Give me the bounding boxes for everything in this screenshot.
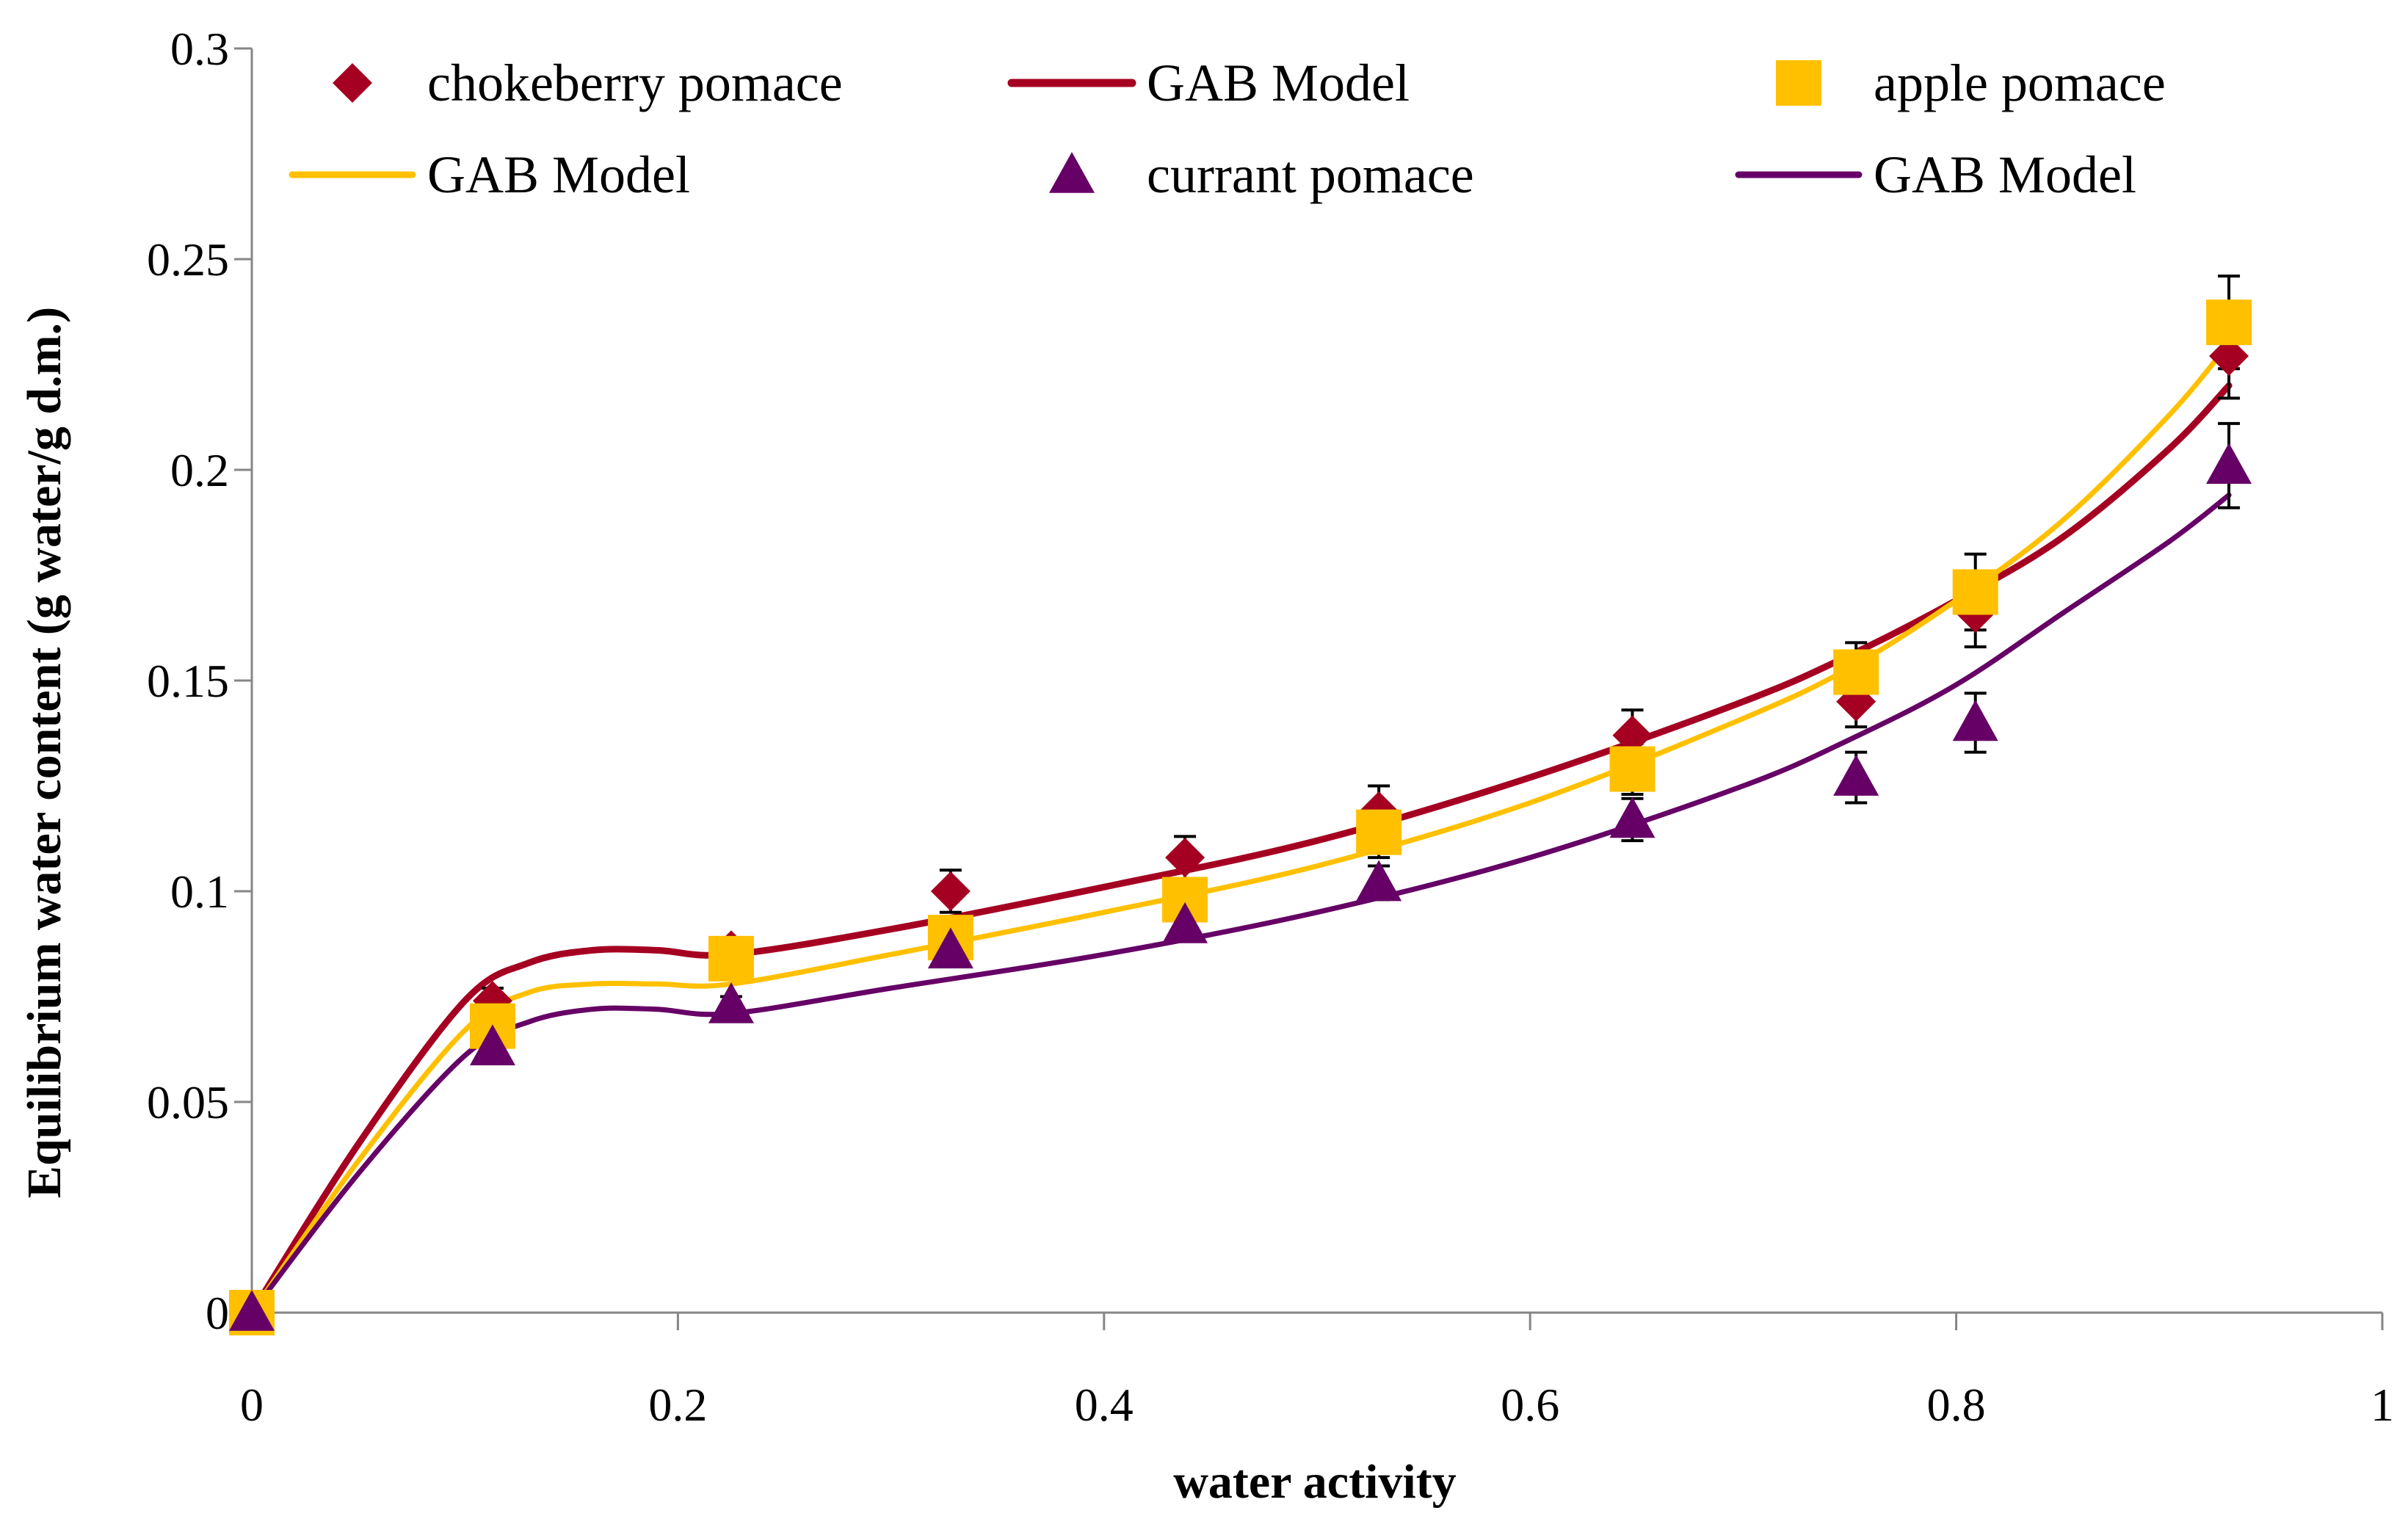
- y-tick-label: 0.15: [147, 655, 229, 707]
- x-tick-label: 0.8: [1927, 1379, 1986, 1431]
- chokeberry-pomace-point: [1165, 838, 1205, 878]
- legend: chokeberry pomace GAB Model apple pomace GA…: [289, 54, 2166, 204]
- legend-marker-swatch: [1049, 152, 1095, 193]
- currant-pomace-point: [2206, 443, 2252, 485]
- legend-marker-swatch: [333, 63, 372, 103]
- currant-pomace-point: [1356, 860, 1402, 902]
- currant-pomace-point: [1609, 797, 1656, 838]
- x-tick-label: 0: [240, 1379, 264, 1431]
- legend-label: GAB Model: [1874, 145, 2136, 204]
- apple-pomace-point: [1833, 649, 1879, 695]
- y-tick-label: 0.3: [170, 23, 229, 75]
- chokeberry-pomace-point: [2209, 336, 2249, 377]
- x-tick-label: 1: [2371, 1379, 2394, 1431]
- currant-pomace-point: [927, 927, 973, 969]
- chokeberry-pomace-point: [930, 871, 971, 911]
- x-tick-label: 0.2: [648, 1379, 707, 1431]
- x-tick-label: 0.4: [1075, 1379, 1134, 1431]
- legend-label: chokeberry pomace: [427, 54, 843, 112]
- legend-entry: currant pomace: [1049, 145, 1474, 204]
- x-tick-label: 0.6: [1501, 1379, 1559, 1431]
- legend-entry: apple pomace: [1776, 54, 2166, 112]
- chokeberry-pomace-point: [1612, 715, 1653, 755]
- axes: 0 0.05 0.1 0.15 0.2 0.25 0.3 0 0.2 0.4 0.6 0.8 1: [147, 23, 2394, 1431]
- legend-label: apple pomace: [1874, 54, 2166, 112]
- apple-pomace-point: [2206, 300, 2252, 346]
- legend-label: GAB Model: [1147, 54, 1410, 112]
- legend-label: GAB Model: [427, 145, 690, 204]
- legend-marker-swatch: [1776, 60, 1821, 106]
- legend-entry: GAB Model: [1007, 54, 1410, 112]
- y-tick-label: 0.05: [147, 1076, 229, 1128]
- currant-pomace-point: [469, 1024, 515, 1066]
- y-axis-title: Equilibrium water content (g water/g d.m…: [18, 307, 71, 1198]
- currant-pomace-point: [1952, 700, 1998, 741]
- y-tick-label: 0.2: [170, 444, 229, 496]
- y-tick-label: 0.1: [170, 866, 229, 918]
- x-axis-title: water activity: [1173, 1455, 1456, 1509]
- gab-model-line-2: [249, 341, 2232, 1316]
- apple-pomace-point: [708, 935, 754, 982]
- currant-pomace-point: [708, 982, 754, 1023]
- apple-pomace-point: [1952, 569, 1998, 615]
- legend-entry: chokeberry pomace: [333, 54, 843, 112]
- apple-pomace-point: [1356, 809, 1402, 855]
- legend-entry: GAB Model: [289, 145, 690, 204]
- gab-model-line-1: [248, 382, 2233, 1316]
- legend-entry: GAB Model: [1735, 145, 2136, 204]
- y-tick-label: 0: [206, 1287, 229, 1339]
- apple-pomace-point: [1609, 746, 1656, 792]
- plot-area: [229, 274, 2252, 1335]
- currant-pomace-point: [1162, 902, 1208, 943]
- y-tick-label: 0.25: [147, 233, 229, 286]
- currant-pomace-point: [229, 1290, 275, 1331]
- legend-label: currant pomace: [1147, 145, 1474, 204]
- currant-pomace-point: [1833, 755, 1879, 796]
